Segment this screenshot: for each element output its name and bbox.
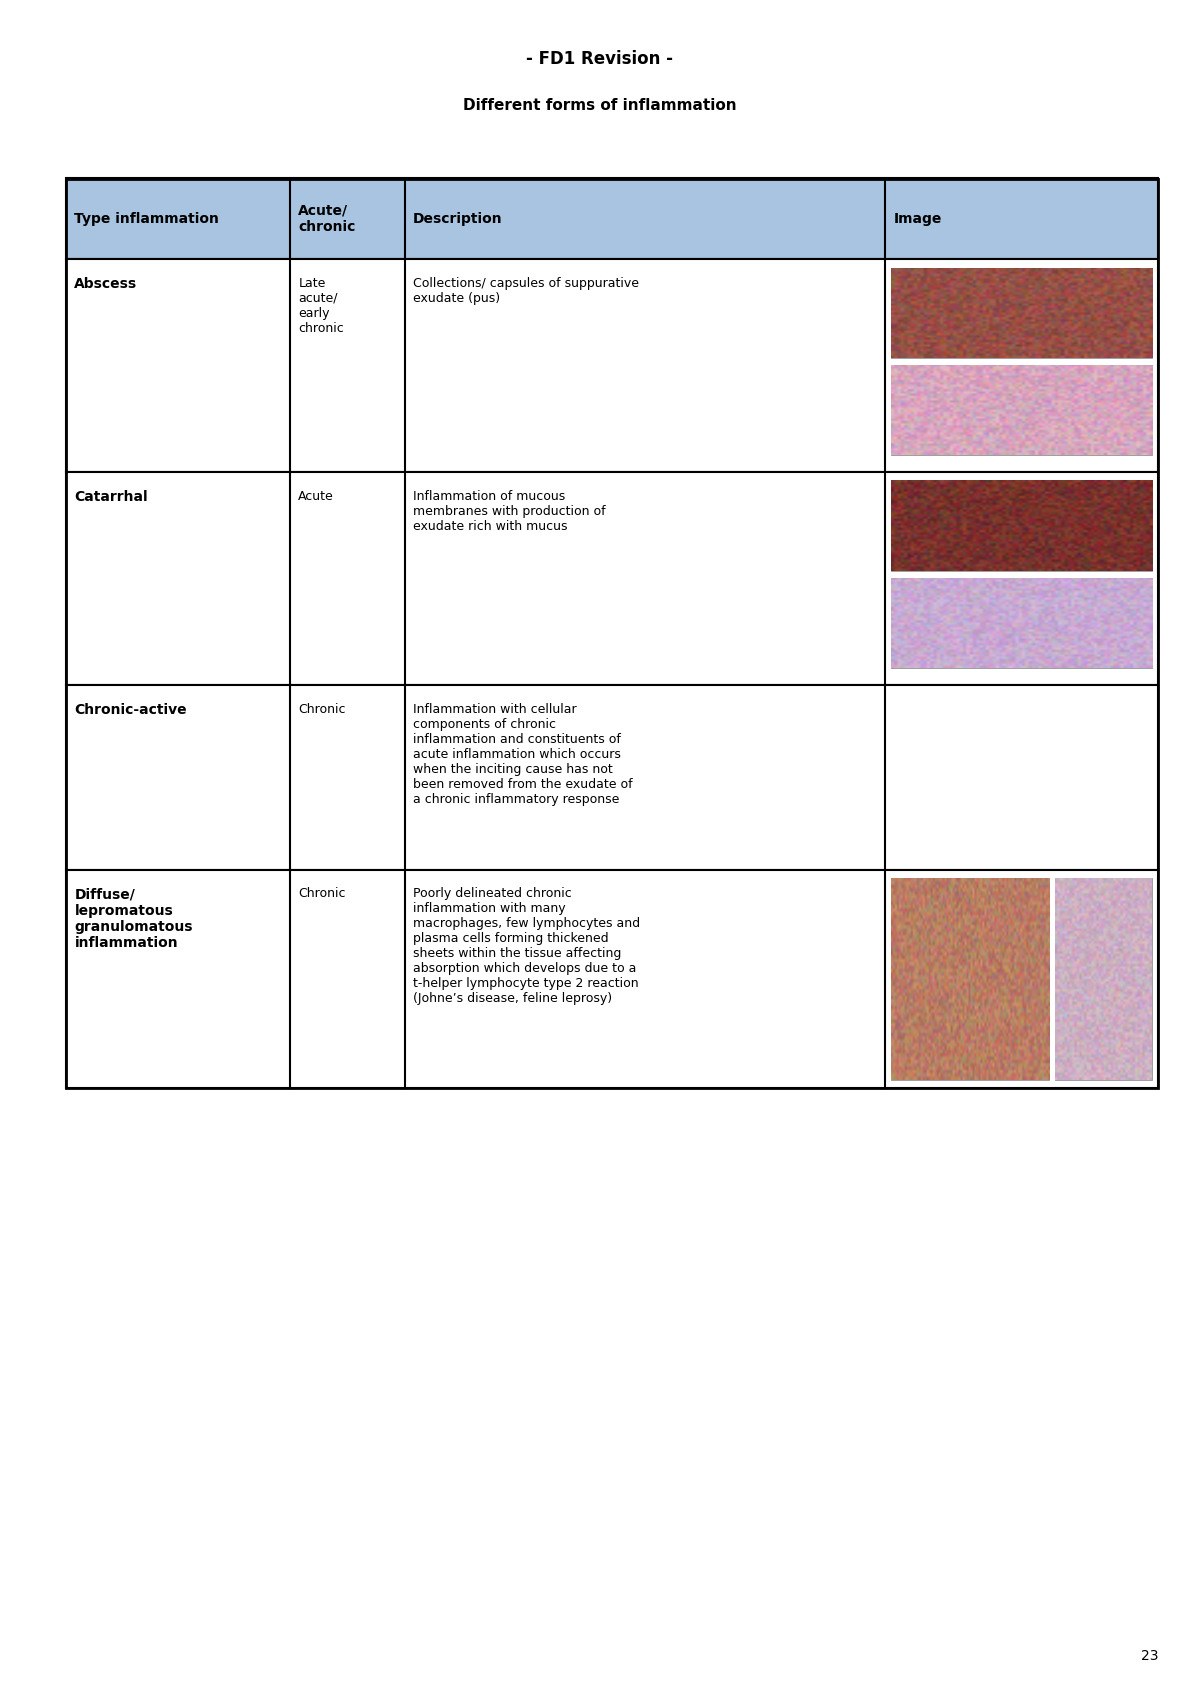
- Text: Inflammation of mucous
membranes with production of
exudate rich with mucus: Inflammation of mucous membranes with pr…: [413, 490, 606, 532]
- Text: Poorly delineated chronic
inflammation with many
macrophages, few lymphocytes an: Poorly delineated chronic inflammation w…: [413, 887, 640, 1005]
- Bar: [66, 870, 1158, 1088]
- Bar: [66, 178, 1158, 258]
- Bar: [1055, 879, 1152, 1080]
- Text: Late
acute/
early
chronic: Late acute/ early chronic: [299, 277, 344, 335]
- Bar: [890, 481, 1152, 571]
- Bar: [890, 366, 1152, 456]
- Text: - FD1 Revision -: - FD1 Revision -: [527, 51, 673, 68]
- Text: Image: Image: [893, 212, 942, 226]
- Bar: [890, 879, 1049, 1080]
- Text: Chronic-active: Chronic-active: [74, 702, 187, 717]
- Text: Collections/ capsules of suppurative
exudate (pus): Collections/ capsules of suppurative exu…: [413, 277, 638, 304]
- Text: Diffuse/
lepromatous
granulomatous
inflammation: Diffuse/ lepromatous granulomatous infla…: [74, 887, 193, 950]
- Text: Chronic: Chronic: [299, 887, 346, 901]
- Text: 23: 23: [1140, 1649, 1158, 1663]
- Text: Acute: Acute: [299, 490, 334, 503]
- Text: Abscess: Abscess: [74, 277, 138, 291]
- Bar: [890, 578, 1152, 668]
- Bar: [66, 685, 1158, 870]
- Text: Different forms of inflammation: Different forms of inflammation: [463, 99, 737, 112]
- Text: Catarrhal: Catarrhal: [74, 490, 148, 503]
- Text: Description: Description: [413, 212, 503, 226]
- Text: Acute/
chronic: Acute/ chronic: [299, 204, 355, 235]
- Bar: [66, 473, 1158, 685]
- Text: Type inflammation: Type inflammation: [74, 212, 220, 226]
- Bar: [66, 178, 1158, 1088]
- Bar: [890, 267, 1152, 359]
- Text: Chronic: Chronic: [299, 702, 346, 716]
- Text: Inflammation with cellular
components of chronic
inflammation and constituents o: Inflammation with cellular components of…: [413, 702, 632, 806]
- Bar: [66, 258, 1158, 473]
